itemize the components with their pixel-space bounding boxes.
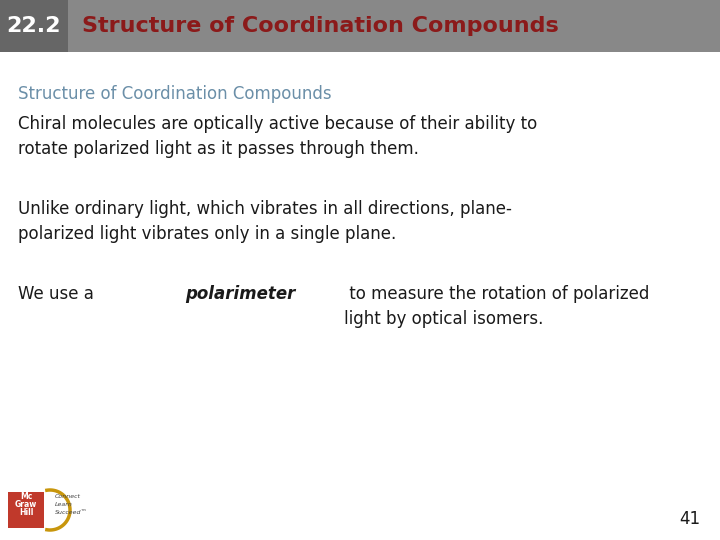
Text: Succeed™: Succeed™ [55, 510, 88, 515]
Text: to measure the rotation of polarized
light by optical isomers.: to measure the rotation of polarized lig… [344, 285, 649, 328]
FancyBboxPatch shape [0, 0, 720, 52]
Text: We use a: We use a [18, 285, 99, 303]
Text: Learn: Learn [55, 502, 73, 507]
Text: 41: 41 [679, 510, 700, 528]
FancyBboxPatch shape [8, 492, 44, 528]
Text: Unlike ordinary light, which vibrates in all directions, plane-
polarized light : Unlike ordinary light, which vibrates in… [18, 200, 512, 243]
Text: Mc: Mc [20, 492, 32, 501]
FancyBboxPatch shape [0, 0, 68, 52]
Text: Connect: Connect [55, 494, 81, 499]
Text: Structure of Coordination Compounds: Structure of Coordination Compounds [82, 16, 559, 36]
Text: 22.2: 22.2 [6, 16, 61, 36]
Text: polarimeter: polarimeter [185, 285, 295, 303]
Text: Chiral molecules are optically active because of their ability to
rotate polariz: Chiral molecules are optically active be… [18, 115, 537, 158]
Text: Graw: Graw [15, 500, 37, 509]
Text: Hill: Hill [19, 508, 33, 517]
Text: Structure of Coordination Compounds: Structure of Coordination Compounds [18, 85, 332, 103]
